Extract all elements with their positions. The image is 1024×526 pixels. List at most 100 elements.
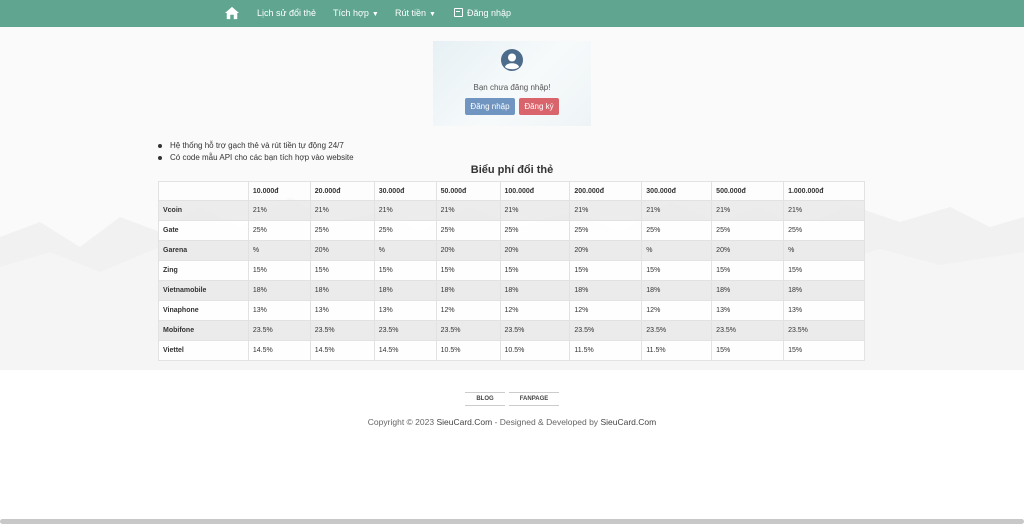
- list-item: Hệ thống hỗ trợ gạch thẻ và rút tiền tự …: [158, 140, 354, 152]
- login-card: Bạn chưa đăng nhập! Đăng nhập Đăng ký: [433, 41, 591, 126]
- rate-cell: 23.5%: [435, 320, 501, 341]
- rate-cell: 25%: [373, 220, 437, 241]
- brand-link[interactable]: SieuCard.Com: [600, 417, 657, 427]
- table-row: Zing 15% 15% 15% 15% 15% 15% 15% 15% 15%: [158, 260, 865, 281]
- column-header: [158, 181, 249, 201]
- rate-cell: 20%: [309, 240, 375, 261]
- rate-cell: 12%: [499, 300, 571, 321]
- rate-cell: 18%: [783, 280, 865, 301]
- column-header: 50.000đ: [435, 181, 501, 201]
- network-name-cell: Viettel: [158, 340, 249, 361]
- rate-cell: 25%: [783, 220, 865, 241]
- nav-login-label: Đăng nhập: [467, 8, 512, 18]
- column-header: 1.000.000đ: [783, 181, 865, 201]
- rate-cell: 15%: [711, 260, 785, 281]
- chevron-down-icon: ▼: [429, 11, 436, 18]
- network-name-cell: Gate: [158, 220, 249, 241]
- table-header-row: 10.000đ 20.000đ 30.000đ 50.000đ 100.000đ…: [158, 181, 865, 201]
- rate-cell: 20%: [711, 240, 785, 261]
- fanpage-link[interactable]: FANPAGE: [509, 392, 559, 406]
- rate-cell: 25%: [309, 220, 375, 241]
- table-row: Viettel 14.5% 14.5% 14.5% 10.5% 10.5% 11.5% 11.…: [158, 340, 865, 361]
- rate-cell: 21%: [373, 200, 437, 221]
- fee-table-title: Biểu phí đổi thẻ: [470, 164, 554, 176]
- network-name-cell: Garena: [158, 240, 249, 261]
- chevron-down-icon: ▼: [371, 11, 379, 18]
- network-name-cell: Vcoin: [158, 200, 249, 221]
- column-header: 30.000đ: [373, 181, 437, 201]
- rate-cell: 13%: [309, 300, 375, 321]
- nav-history-label: Lịch sử đổi thẻ: [257, 8, 317, 18]
- rate-cell: 13%: [711, 300, 785, 321]
- rate-cell: 15%: [499, 260, 571, 281]
- brand-link[interactable]: SieuCard.Com: [436, 417, 493, 427]
- rate-cell: 21%: [641, 200, 713, 221]
- rate-cell: %: [641, 240, 713, 261]
- rate-cell: 21%: [499, 200, 571, 221]
- rate-cell: 18%: [569, 280, 643, 301]
- table-row: Gate 25% 25% 25% 25% 25% 25% 25% 25% 25%: [158, 220, 865, 241]
- footer-links: BLOG FANPAGE: [465, 392, 559, 406]
- network-name-cell: Mobifone: [158, 320, 249, 341]
- nav-integration-label: Tích hợp: [333, 8, 369, 18]
- rate-cell: 23.5%: [783, 320, 865, 341]
- rate-cell: 18%: [711, 280, 785, 301]
- rate-cell: 23.5%: [569, 320, 643, 341]
- rate-cell: 18%: [641, 280, 713, 301]
- rate-cell: 23.5%: [711, 320, 785, 341]
- nav-withdraw-dropdown[interactable]: Rút tiền ▼: [395, 0, 436, 27]
- feature-list: Hệ thống hỗ trợ gạch thẻ và rút tiền tự …: [158, 140, 354, 164]
- rate-cell: 21%: [711, 200, 785, 221]
- rate-cell: 23.5%: [641, 320, 713, 341]
- nav-integration-dropdown[interactable]: Tích hợp ▼: [333, 0, 379, 27]
- network-name-cell: Vietnamobile: [158, 280, 249, 301]
- rate-cell: 18%: [499, 280, 571, 301]
- table-row: Garena% 20%% 20% 20% 20%% 20%%: [158, 240, 865, 261]
- network-name-cell: Zing: [158, 260, 249, 281]
- rate-cell: 23.5%: [309, 320, 375, 341]
- rate-cell: 10.5%: [435, 340, 501, 361]
- rate-cell: 13%: [373, 300, 437, 321]
- rate-cell: 20%: [435, 240, 501, 261]
- rate-cell: 13%: [783, 300, 865, 321]
- rate-cell: 12%: [435, 300, 501, 321]
- rate-cell: 21%: [435, 200, 501, 221]
- rate-cell: 15%: [783, 340, 865, 361]
- login-button[interactable]: Đăng nhập: [465, 98, 515, 115]
- rate-cell: 25%: [499, 220, 571, 241]
- nav-login-link[interactable]: Đăng nhập: [454, 0, 511, 27]
- rate-cell: 14.5%: [247, 340, 311, 361]
- login-status-message: Bạn chưa đăng nhập!: [473, 83, 551, 92]
- horizontal-scrollbar[interactable]: [0, 519, 1024, 524]
- rate-cell: 15%: [435, 260, 501, 281]
- table-row: Vcoin 21% 21% 21% 21% 21% 21% 21% 21% 21%: [158, 200, 865, 221]
- rate-cell: 11.5%: [641, 340, 713, 361]
- rate-cell: 25%: [641, 220, 713, 241]
- column-header: 500.000đ: [711, 181, 785, 201]
- rate-cell: 25%: [247, 220, 311, 241]
- rate-cell: 10.5%: [499, 340, 571, 361]
- rate-cell: %: [373, 240, 437, 261]
- nav-history-link[interactable]: Lịch sử đổi thẻ: [257, 0, 316, 27]
- nav-withdraw-label: Rút tiền: [395, 8, 427, 18]
- copyright-text: Copyright © 2023 SieuCard.Com - Designed…: [0, 417, 1024, 427]
- rate-cell: 15%: [373, 260, 437, 281]
- home-icon[interactable]: [225, 6, 239, 20]
- list-item: Có code mẫu API cho các bạn tích hợp vào…: [158, 152, 354, 164]
- column-header: 300.000đ: [641, 181, 713, 201]
- register-button[interactable]: Đăng ký: [519, 98, 559, 115]
- rate-cell: 15%: [711, 340, 785, 361]
- user-avatar-icon: [501, 49, 523, 71]
- column-header: 100.000đ: [499, 181, 571, 201]
- column-header: 20.000đ: [309, 181, 375, 201]
- column-header: 10.000đ: [247, 181, 311, 201]
- rate-cell: 18%: [247, 280, 311, 301]
- rate-cell: 15%: [569, 260, 643, 281]
- rate-cell: 21%: [247, 200, 311, 221]
- rate-cell: 14.5%: [373, 340, 437, 361]
- rate-cell: 23.5%: [247, 320, 311, 341]
- network-name-cell: Vinaphone: [158, 300, 249, 321]
- blog-link[interactable]: BLOG: [465, 392, 505, 406]
- rate-cell: 15%: [309, 260, 375, 281]
- rate-cell: 14.5%: [309, 340, 375, 361]
